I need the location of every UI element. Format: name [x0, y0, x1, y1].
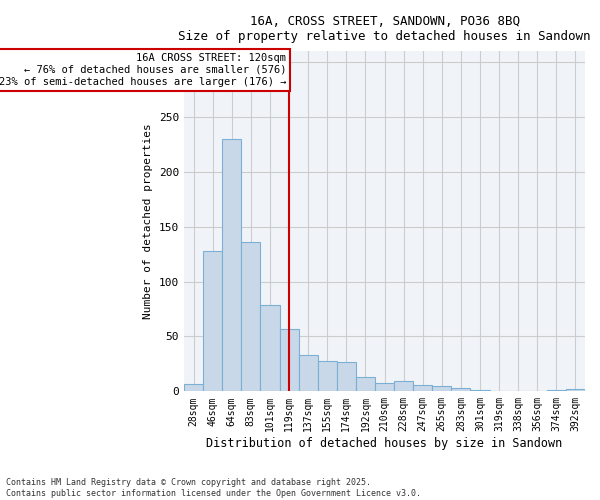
Bar [547, 390, 566, 392]
Bar [241, 242, 260, 392]
Bar [356, 377, 375, 392]
X-axis label: Distribution of detached houses by size in Sandown: Distribution of detached houses by size … [206, 437, 563, 450]
Text: 16A CROSS STREET: 120sqm
← 76% of detached houses are smaller (576)
23% of semi-: 16A CROSS STREET: 120sqm ← 76% of detach… [0, 54, 286, 86]
Bar [337, 362, 356, 392]
Y-axis label: Number of detached properties: Number of detached properties [143, 124, 154, 319]
Bar [566, 389, 585, 392]
Bar [203, 251, 222, 392]
Bar [394, 382, 413, 392]
Bar [260, 304, 280, 392]
Text: Contains HM Land Registry data © Crown copyright and database right 2025.
Contai: Contains HM Land Registry data © Crown c… [6, 478, 421, 498]
Bar [432, 386, 451, 392]
Title: 16A, CROSS STREET, SANDOWN, PO36 8BQ
Size of property relative to detached house: 16A, CROSS STREET, SANDOWN, PO36 8BQ Siz… [178, 15, 591, 43]
Bar [470, 390, 490, 392]
Bar [184, 384, 203, 392]
Bar [451, 388, 470, 392]
Bar [280, 329, 299, 392]
Bar [299, 355, 317, 392]
Bar [222, 139, 241, 392]
Bar [413, 384, 432, 392]
Bar [375, 382, 394, 392]
Bar [317, 360, 337, 392]
